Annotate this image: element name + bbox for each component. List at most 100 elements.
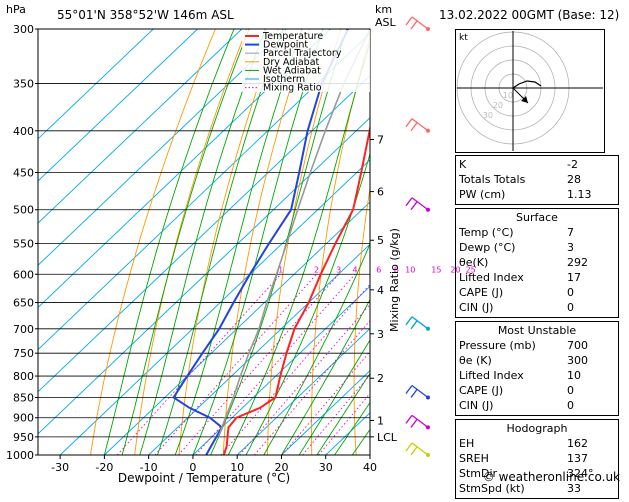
- most-unstable-row: CAPE (J) 0: [459, 384, 574, 397]
- km-tick-label: 1: [377, 414, 384, 427]
- temperature-tick-label: 10: [230, 461, 244, 474]
- wind-barb-flag: [405, 197, 413, 207]
- plot-frame: [37, 28, 371, 456]
- temperature-tick-label: -20: [95, 461, 113, 474]
- wind-barb-dot: [426, 453, 430, 457]
- wet-adiabat-line: [334, 401, 370, 455]
- pressure-tick-label: 850: [13, 391, 34, 404]
- wind-barb-shaft: [411, 16, 429, 30]
- pressure-tick-label: 700: [13, 323, 34, 336]
- temperature-tick-label: -30: [51, 461, 69, 474]
- isotherm-line: [38, 29, 198, 182]
- wind-barb-shaft: [411, 414, 429, 428]
- legend-label: Mixing Ratio: [263, 83, 322, 94]
- mixing-ratio-line: [154, 273, 317, 455]
- skew-t-chart: 3003504004505005506006507007508008509009…: [6, 3, 620, 485]
- wind-barb-dot: [426, 395, 430, 400]
- wind-barb-flag: [410, 122, 418, 132]
- wind-barb: [405, 442, 430, 457]
- wind-barb-flag: [410, 320, 418, 330]
- mixing-ratio-axis-title: Mixing Ratio (g/kg): [388, 228, 401, 332]
- mixing-ratio-label: 6: [376, 265, 381, 274]
- mixing-ratio-label: 10: [405, 265, 415, 274]
- temperature-tick-label: 20: [274, 461, 288, 474]
- mixing-ratio-label: 15: [431, 265, 441, 274]
- index-row-pw: PW (cm) 1.13: [459, 188, 592, 201]
- wind-barb: [405, 414, 430, 430]
- pressure-tick-label: 450: [13, 166, 34, 179]
- mixing-ratio-line: [178, 274, 340, 455]
- wind-barb-shaft: [411, 442, 429, 456]
- credit-text: © weatheronline.co.uk: [483, 470, 620, 484]
- isotherm-line: [59, 159, 370, 455]
- asl-axis-label: ASL: [375, 16, 397, 29]
- hodograph-trace: [512, 80, 542, 89]
- hodograph-row: StmDir 324°: [459, 467, 594, 480]
- wind-barb: [405, 197, 430, 212]
- pressure-tick-label: 950: [13, 431, 34, 444]
- wind-barb-flag: [405, 415, 413, 424]
- wet-adiabat-line: [139, 29, 266, 455]
- isotherm-line: [281, 370, 370, 455]
- isotherm-line: [192, 285, 370, 455]
- hodograph-ring-label: 30: [483, 111, 493, 120]
- wind-barb: [405, 384, 430, 400]
- surface-section: Surface Temp (°C) 7 Dewp (°C) 3 θe(K) 292 L…: [455, 208, 619, 318]
- isotherm-line: [38, 29, 243, 224]
- temperature-tick-label: 40: [363, 461, 377, 474]
- mixing-ratio-line: [116, 273, 282, 455]
- km-tick-label: 6: [377, 186, 384, 199]
- pressure-tick-label: 800: [13, 370, 34, 383]
- mixing-ratio-label: 1: [278, 265, 283, 274]
- wind-barb-dot: [426, 128, 430, 133]
- hodograph-row: EH 162: [459, 437, 588, 450]
- km-tick-label: 4: [377, 284, 384, 297]
- wind-barb-flag: [405, 16, 413, 26]
- km-axis-label: km: [375, 3, 392, 16]
- km-tick-label: 2: [377, 372, 384, 385]
- temperature-profile: [222, 123, 370, 455]
- hodograph-ring-label: 10: [503, 91, 513, 100]
- pressure-tick-label: 750: [13, 347, 34, 360]
- parcel-trajectory: [217, 29, 370, 438]
- legend-label: Parcel Trajectory: [263, 48, 342, 59]
- hpa-axis-label: hPa: [6, 3, 26, 16]
- isotherm-line: [236, 327, 370, 455]
- wind-barb: [405, 118, 430, 133]
- temperature-tick-label: 0: [189, 461, 196, 474]
- surface-row: Temp (°C) 7: [459, 226, 574, 239]
- index-row-k: K -2: [459, 158, 578, 171]
- wet-adiabat-line: [103, 29, 235, 455]
- mixing-ratio-label: 25: [466, 265, 476, 274]
- legend-label: Isotherm: [263, 74, 305, 85]
- mixing-ratio-label: 4: [352, 265, 357, 274]
- pressure-tick-label: 550: [13, 237, 34, 250]
- wind-barb-shaft: [411, 197, 429, 211]
- hodograph-unit-label: kt: [459, 33, 468, 43]
- storm-motion-arrowhead: [521, 96, 528, 103]
- most-unstable-title: Most Unstable: [497, 324, 577, 337]
- wind-barb: [405, 16, 430, 31]
- hodograph-ring-label: 20: [493, 101, 503, 110]
- legend-label: Temperature: [262, 31, 323, 42]
- isotherm-line: [38, 117, 370, 435]
- most-unstable-row: θe (K) 300: [459, 354, 588, 367]
- index-row-totals: Totals Totals 28: [459, 173, 581, 186]
- mixing-ratio-label: 2: [314, 265, 319, 274]
- location-title: 55°01'N 358°52'W 146m ASL: [57, 8, 234, 22]
- wind-barb: [405, 316, 430, 331]
- wind-barb-shaft: [411, 384, 429, 399]
- wind-barb-flag: [405, 385, 413, 394]
- wind-barb-flag: [405, 316, 413, 326]
- mixing-ratio-label: 3: [336, 265, 341, 274]
- most-unstable-row: Pressure (mb) 700: [459, 339, 588, 352]
- hodograph-title: Hodograph: [506, 422, 568, 435]
- surface-row: Lifted Index 17: [459, 271, 581, 284]
- pressure-tick-label: 600: [13, 268, 34, 281]
- isotherm-line: [38, 74, 370, 393]
- wet-adiabat-line: [298, 339, 370, 455]
- wind-barb-flag: [405, 442, 413, 452]
- wet-adiabat-line: [316, 372, 370, 455]
- wind-barb-flag: [410, 201, 418, 211]
- pressure-tick-label: 350: [13, 78, 34, 91]
